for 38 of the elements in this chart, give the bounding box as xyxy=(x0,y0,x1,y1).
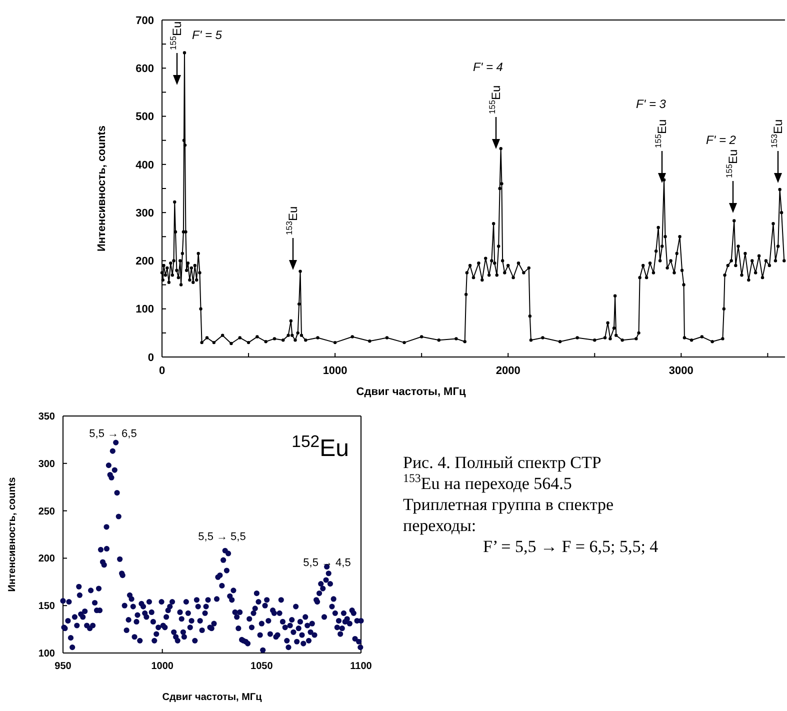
y-tick-label: 600 xyxy=(136,62,154,75)
annotation: F' = 2 xyxy=(706,133,736,147)
text: переходы: xyxy=(403,516,476,535)
annotation: F' = 3 xyxy=(636,97,666,111)
y-axis-title: Интенсивность, counts xyxy=(7,476,18,592)
annotation: 5,5 → 6,5 xyxy=(89,428,137,440)
annotation: F' = 4 xyxy=(473,60,504,74)
text: Рис. 4. Полный спектр СТР xyxy=(403,453,602,472)
y-tick-label: 150 xyxy=(38,601,56,612)
x-tick-label: 2000 xyxy=(496,365,520,377)
text: Триплетная группа в спектре xyxy=(403,495,614,514)
y-tick-label: 400 xyxy=(136,159,154,172)
text: $^{153}$Eu на переходе 564.5 xyxy=(403,471,572,493)
y-tick-label: 200 xyxy=(38,554,56,565)
y-tick-label: 300 xyxy=(38,458,56,470)
annotation: 5,5 → 5,5 xyxy=(198,531,246,543)
y-tick-label: 300 xyxy=(136,207,154,220)
x-tick-label: 1000 xyxy=(151,661,174,672)
x-tick-label: 1100 xyxy=(350,661,372,672)
annotation: $^{152}$Eu xyxy=(292,432,349,462)
annotation: F' = 5 xyxy=(192,28,222,42)
y-tick-label: 350 xyxy=(38,412,56,422)
y-tick-label: 100 xyxy=(38,648,56,660)
x-axis-title: Сдвиг частоты, МГц xyxy=(162,692,263,703)
y-tick-label: 500 xyxy=(136,111,154,124)
x-tick-label: 1050 xyxy=(250,661,274,672)
y-tick-label: 250 xyxy=(38,506,56,518)
x-axis-title: Сдвиг частоты, МГц xyxy=(356,386,466,398)
text: F’ = 5,5 → F = 6,5; 5,5; 4 xyxy=(483,537,659,556)
x-tick-label: 1000 xyxy=(322,365,348,377)
y-tick-label: 200 xyxy=(136,256,154,268)
x-tick-label: 950 xyxy=(54,661,72,672)
x-tick-label: 0 xyxy=(158,365,166,377)
y-tick-label: 700 xyxy=(136,14,154,27)
x-tick-label: 3000 xyxy=(668,365,694,377)
y-tick-label: 100 xyxy=(136,304,154,316)
y-tick-label: 0 xyxy=(148,352,154,364)
y-axis-title: Интенсивность, counts xyxy=(96,126,108,252)
